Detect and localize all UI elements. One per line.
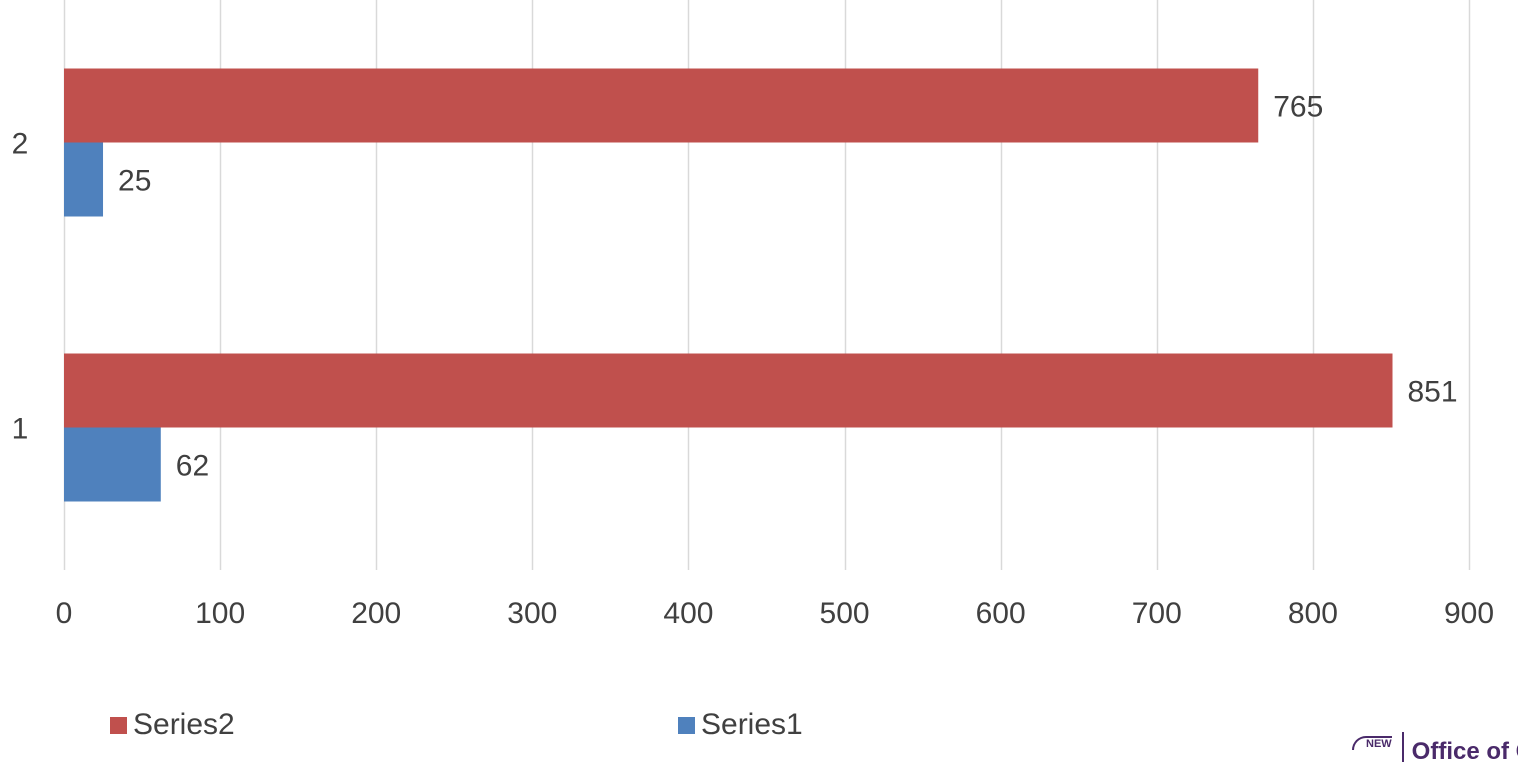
legend-item-series2: Series2 <box>110 708 235 742</box>
logo-mark: NEW <box>1352 736 1392 750</box>
x-tick-label-700: 700 <box>1132 597 1182 630</box>
bar-series2-cat-1 <box>64 353 1393 428</box>
legend-label-series1: Series1 <box>701 708 803 741</box>
organization-logo: NEW Office of Child <box>1352 730 1518 766</box>
legend-label-series2: Series2 <box>133 708 235 741</box>
logo-text: Office of Child <box>1411 738 1518 765</box>
legend-swatch-series1 <box>678 716 695 734</box>
x-tick-label-0: 0 <box>56 597 73 630</box>
bar-chart: 0 100 200 300 400 500 600 700 800 900 1 851 62 2 765 25 <box>12 0 1494 630</box>
x-tick-label-200: 200 <box>351 597 401 630</box>
legend-item-series1: Series1 <box>678 708 803 742</box>
x-tick-label-500: 500 <box>820 597 870 630</box>
bar-series1-cat-1 <box>64 427 161 502</box>
logo-divider <box>1401 732 1404 762</box>
x-tick-label-300: 300 <box>507 597 557 630</box>
legend: Series2 Series1 <box>0 708 1518 752</box>
x-tick-label-900: 900 <box>1444 597 1494 630</box>
x-tick-label-800: 800 <box>1288 597 1338 630</box>
data-label-series2-cat-2: 765 <box>1273 91 1323 124</box>
bar-series1-cat-2 <box>64 142 104 217</box>
data-label-series1-cat-1: 62 <box>176 450 209 483</box>
x-tick-label-400: 400 <box>663 597 713 630</box>
y-tick-label-1: 1 <box>12 413 29 446</box>
bar-series2-cat-2 <box>64 68 1259 143</box>
y-tick-label-2: 2 <box>12 128 29 161</box>
legend-swatch-series2 <box>110 716 127 734</box>
data-label-series2-cat-1: 851 <box>1408 376 1458 409</box>
data-label-series1-cat-2: 25 <box>118 165 151 198</box>
x-tick-label-600: 600 <box>976 597 1026 630</box>
x-tick-label-100: 100 <box>195 597 245 630</box>
